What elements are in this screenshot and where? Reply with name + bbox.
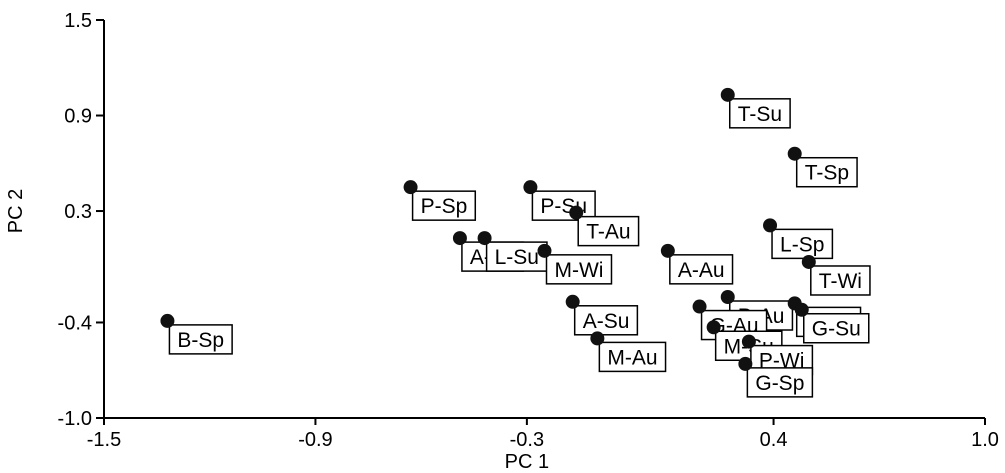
point-label-box-t-wi [810,265,871,296]
point-label-box-t-su [728,98,791,129]
y-tick-label-0: 1.5 [64,10,92,32]
point-g-au [692,299,707,314]
point-label-box-l-su [485,241,548,272]
x-tick-label-3: 0.4 [760,429,788,451]
x-tick-label-1: -0.9 [298,429,332,451]
point-label-l-su: L-Su [485,241,548,272]
point-labels: T-SuT-SpP-SpP-SuT-AuL-SpA-WiL-SuM-WiA-Au… [168,98,871,398]
point-label-p-su: P-Su [531,190,596,221]
point-label-text-g-su: G-Su [812,318,861,341]
point-t-wi [801,254,816,269]
y-tick-label-1: 0.9 [64,106,92,128]
point-label-text-m-wi: M-Wi [555,259,604,282]
point-label-box-g-su [803,312,870,344]
point-t-su [720,87,735,102]
point-label-b-sp: B-Sp [168,324,233,355]
x-axis-title: PC 1 [505,451,549,473]
point-m-au [590,331,605,346]
point-label-text-a-su: A-Su [583,310,630,333]
point-label-l-sp: L-Sp [771,228,834,260]
y-tick-label-2: 0.3 [64,201,92,223]
point-t-au [569,205,584,220]
point-label-box-a-au [669,254,734,285]
point-m-wi [537,243,552,258]
point-a-su [565,294,580,309]
point-label-a-au: A-Au [669,254,734,285]
point-label-text-l-sp: L-Sp [780,233,824,256]
x-tick-label-2: -0.3 [510,429,544,451]
point-l-su [477,231,492,246]
y-tick-label-4: -1.0 [58,408,92,430]
point-b-sp [160,313,175,328]
point-p-su [523,180,538,195]
point-p-wi [741,334,756,349]
point-label-t-au: T-Au [577,215,640,247]
point-g-su [794,302,809,317]
point-label-a-su: A-Su [573,305,639,336]
point-label-p-sp: P-Sp [411,190,477,221]
point-label-g-sp: G-Sp [746,367,814,398]
point-p-au [720,290,735,305]
point-label-text-a-au: A-Au [678,259,725,282]
point-label-text-t-sp: T-Sp [805,162,849,185]
point-label-m-wi: M-Wi [545,254,613,285]
point-label-box-b-sp [168,324,233,355]
point-label-t-su: T-Su [728,98,791,129]
point-t-sp [787,146,802,161]
point-label-m-au: M-Au [598,341,667,373]
point-a-au [660,243,675,258]
point-label-box-m-wi [545,254,613,285]
point-label-text-p-wi: P-Wi [759,350,805,373]
point-label-box-p-su [531,190,596,221]
point-label-box-t-au [577,215,640,247]
point-label-text-g-sp: G-Sp [755,372,804,395]
point-label-box-g-sp [746,367,814,398]
point-label-t-sp: T-Sp [795,156,858,188]
point-a-wi [452,231,467,246]
y-tick-label-3: -0.4 [58,312,92,334]
point-label-text-l-su: L-Su [495,246,539,269]
point-label-text-t-su: T-Su [738,103,782,126]
point-label-text-m-au: M-Au [607,346,657,369]
point-label-g-su: G-Su [803,312,870,344]
point-label-box-l-sp [771,228,834,260]
point-label-box-a-su [573,305,639,336]
point-label-box-p-sp [411,190,477,221]
point-m-su [706,320,721,335]
point-label-text-t-au: T-Au [586,221,630,244]
x-tick-label-4: 1.0 [971,429,999,451]
axis-ticks: -1.5 -0.9 -0.3 0.4 1.0 1.5 0.9 0.3 -0.4 -1.0 [58,10,999,451]
point-label-text-b-sp: B-Sp [177,329,224,352]
point-label-t-wi: T-Wi [810,265,871,296]
point-l-sp [763,218,778,233]
point-p-sp [403,180,418,195]
x-tick-label-0: -1.5 [87,429,121,451]
point-g-sp [738,356,753,371]
point-label-text-t-wi: T-Wi [819,270,862,293]
point-label-box-t-sp [795,156,858,188]
point-label-box-m-au [598,341,667,373]
y-axis-title: PC 2 [5,189,27,233]
point-label-text-p-sp: P-Sp [421,195,468,218]
data-points [160,87,816,371]
